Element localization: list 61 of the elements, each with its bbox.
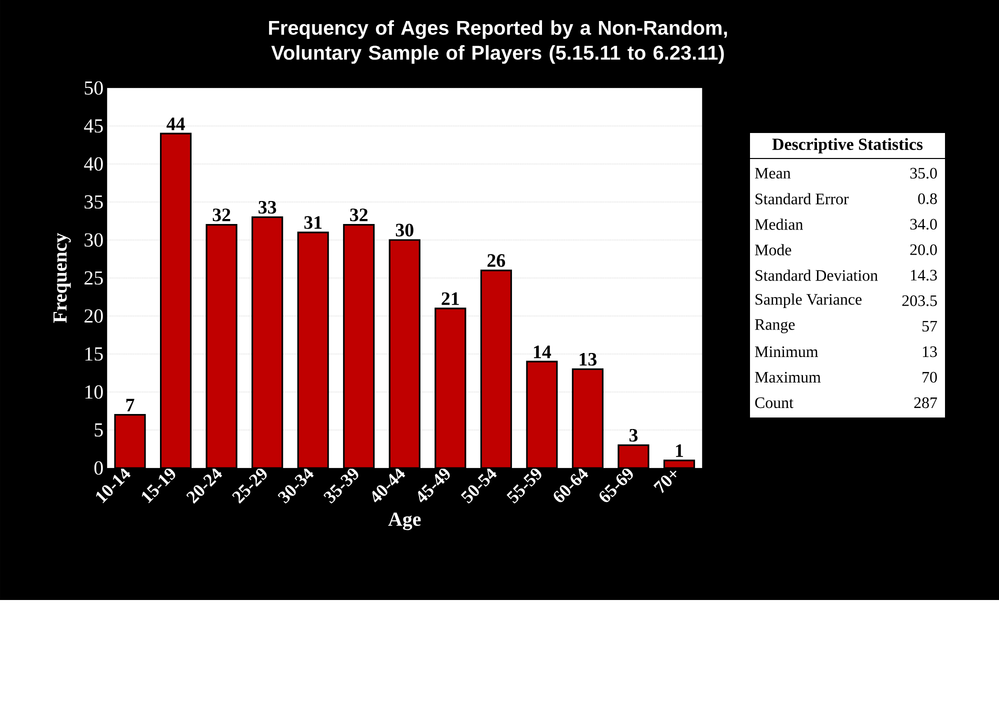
text: 287: [914, 397, 938, 408]
text: Standard Deviation: [756, 270, 878, 281]
text: 35.0: [910, 168, 937, 179]
bar: [297, 232, 329, 469]
bar: [480, 270, 512, 469]
bar: [388, 239, 420, 469]
text: 70: [922, 372, 937, 383]
text: Mode: [754, 244, 792, 256]
x-axis-title: Age: [388, 512, 421, 530]
y-tick-label: 40: [84, 157, 103, 171]
y-tick-label: 25: [84, 271, 103, 285]
text: 203.5: [902, 295, 937, 306]
bar: [114, 414, 146, 469]
x-tick-label: 70+: [653, 470, 676, 494]
text: Minimum: [754, 346, 818, 358]
data-label: 1: [676, 444, 683, 457]
text: Descriptive Statistics: [772, 138, 923, 154]
bar: [343, 224, 375, 469]
bar: [160, 132, 192, 469]
text: 57: [922, 320, 938, 332]
text: 13: [922, 346, 937, 358]
data-label: 13: [580, 352, 597, 366]
text: Median: [754, 218, 803, 230]
data-label: 26: [487, 254, 506, 267]
y-tick-label: 10: [85, 385, 103, 399]
bar: [663, 460, 696, 469]
bar: [526, 360, 558, 469]
bar: [434, 308, 466, 469]
y-tick-label: 50: [84, 81, 103, 95]
data-label: 21: [442, 292, 459, 305]
data-label: 3: [629, 428, 638, 442]
y-tick-label: 35: [84, 195, 103, 209]
text: Sample Variance: [756, 294, 862, 308]
data-label: 14: [534, 346, 552, 358]
y-tick-label: 20: [84, 309, 103, 323]
bar: [252, 216, 284, 469]
y-tick-label: 45: [84, 119, 103, 133]
y-tick-label: 5: [94, 423, 103, 437]
chart-title: Frequency of Ages Reported by a Non-Random, Voluntary Sample of Players (5.15.11 to 6.23.11): [269, 20, 727, 64]
data-label: 31: [304, 216, 322, 229]
y-axis-title: Frequency: [53, 232, 71, 323]
data-label: 7: [126, 398, 134, 412]
text: 34.0: [910, 218, 937, 230]
data-label: 33: [258, 200, 276, 214]
text: Range: [754, 319, 795, 334]
text: Standard Error: [756, 193, 849, 204]
text: 14.3: [910, 270, 937, 281]
bar: [618, 444, 650, 469]
data-label: 30: [396, 224, 414, 236]
y-tick-label: 15: [85, 347, 103, 361]
text: Mean: [754, 168, 791, 179]
text: 20.0: [910, 244, 937, 256]
data-label: 32: [350, 208, 368, 222]
text: Count: [755, 397, 794, 408]
data-label: 32: [212, 208, 230, 222]
text: Maximum: [754, 372, 821, 383]
text: 0.8: [918, 193, 937, 204]
y-tick-label: 30: [84, 233, 103, 247]
bar: [572, 368, 604, 469]
data-label: 44: [166, 118, 185, 130]
bar: [206, 224, 238, 469]
